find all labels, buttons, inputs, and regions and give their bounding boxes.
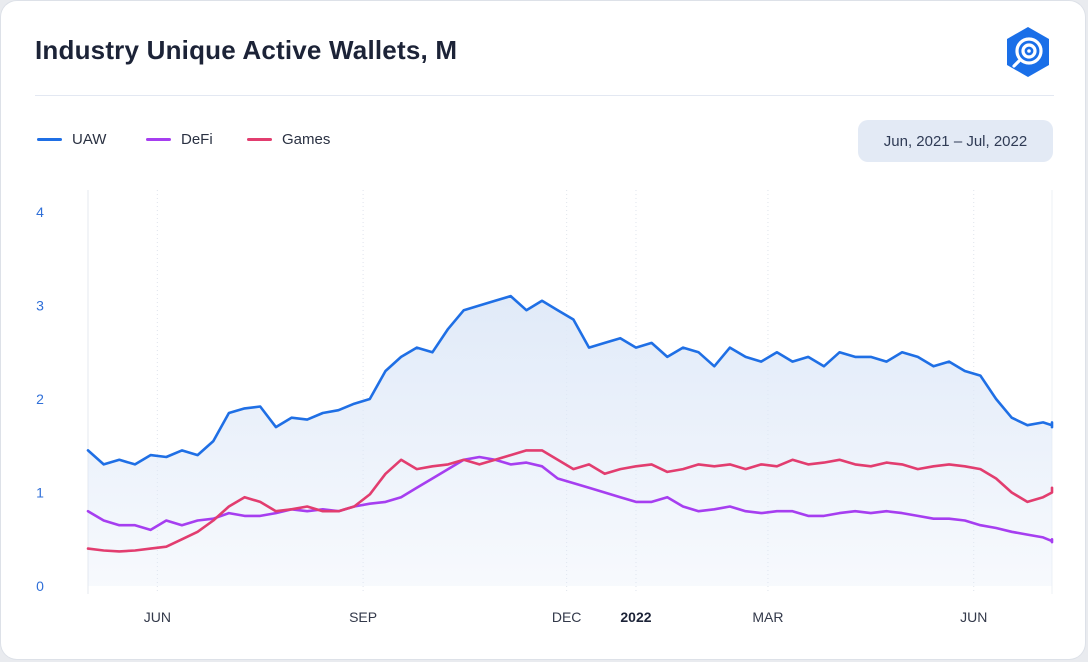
legend-swatch-uaw	[37, 138, 62, 141]
date-range-button[interactable]: Jun, 2021 – Jul, 2022	[858, 120, 1053, 162]
y-tick-label: 1	[36, 485, 44, 501]
series-line-uaw	[86, 294, 1054, 466]
legend-item-games[interactable]: Games	[247, 131, 330, 148]
legend-item-uaw[interactable]: UAW	[37, 131, 106, 148]
series-line-defi	[86, 455, 1054, 544]
y-tick-label: 3	[36, 298, 44, 314]
x-tick-label: JUN	[960, 609, 987, 625]
x-tick-label: SEP	[349, 609, 377, 625]
x-tick-label: DEC	[552, 609, 582, 625]
legend-label-defi: DeFi	[181, 131, 213, 148]
legend-label-uaw: UAW	[72, 131, 107, 148]
page-title: Industry Unique Active Wallets, M	[35, 35, 458, 65]
y-tick-label: 2	[36, 391, 44, 407]
dappradar-logo-icon	[1007, 27, 1049, 77]
series-line-games	[86, 449, 1054, 553]
legend-swatch-defi	[146, 138, 171, 141]
uaw-area	[88, 296, 1052, 586]
header-divider	[35, 95, 1054, 96]
legend-item-defi[interactable]: DeFi	[146, 131, 213, 148]
x-tick-label: MAR	[752, 609, 783, 625]
x-tick-label: 2022	[620, 609, 651, 625]
y-tick-label: 0	[36, 578, 44, 594]
x-tick-label: JUN	[144, 609, 171, 625]
legend-label-games: Games	[282, 131, 331, 148]
legend-swatch-games	[247, 138, 272, 141]
y-tick-label: 4	[36, 204, 44, 220]
